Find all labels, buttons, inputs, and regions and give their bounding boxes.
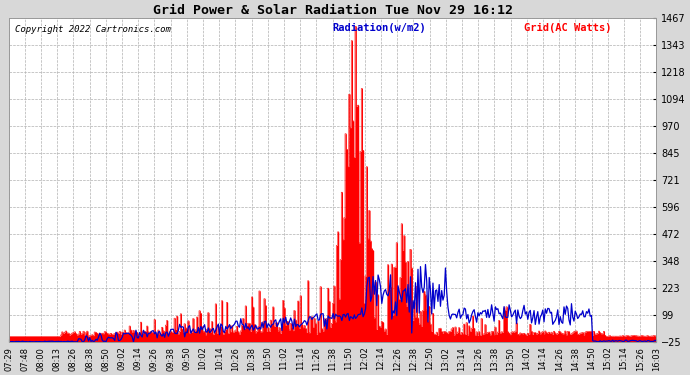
- Title: Grid Power & Solar Radiation Tue Nov 29 16:12: Grid Power & Solar Radiation Tue Nov 29 …: [152, 4, 513, 17]
- Text: Radiation(w/m2): Radiation(w/m2): [333, 23, 426, 33]
- Text: Copyright 2022 Cartronics.com: Copyright 2022 Cartronics.com: [15, 25, 171, 34]
- Text: Grid(AC Watts): Grid(AC Watts): [524, 23, 611, 33]
